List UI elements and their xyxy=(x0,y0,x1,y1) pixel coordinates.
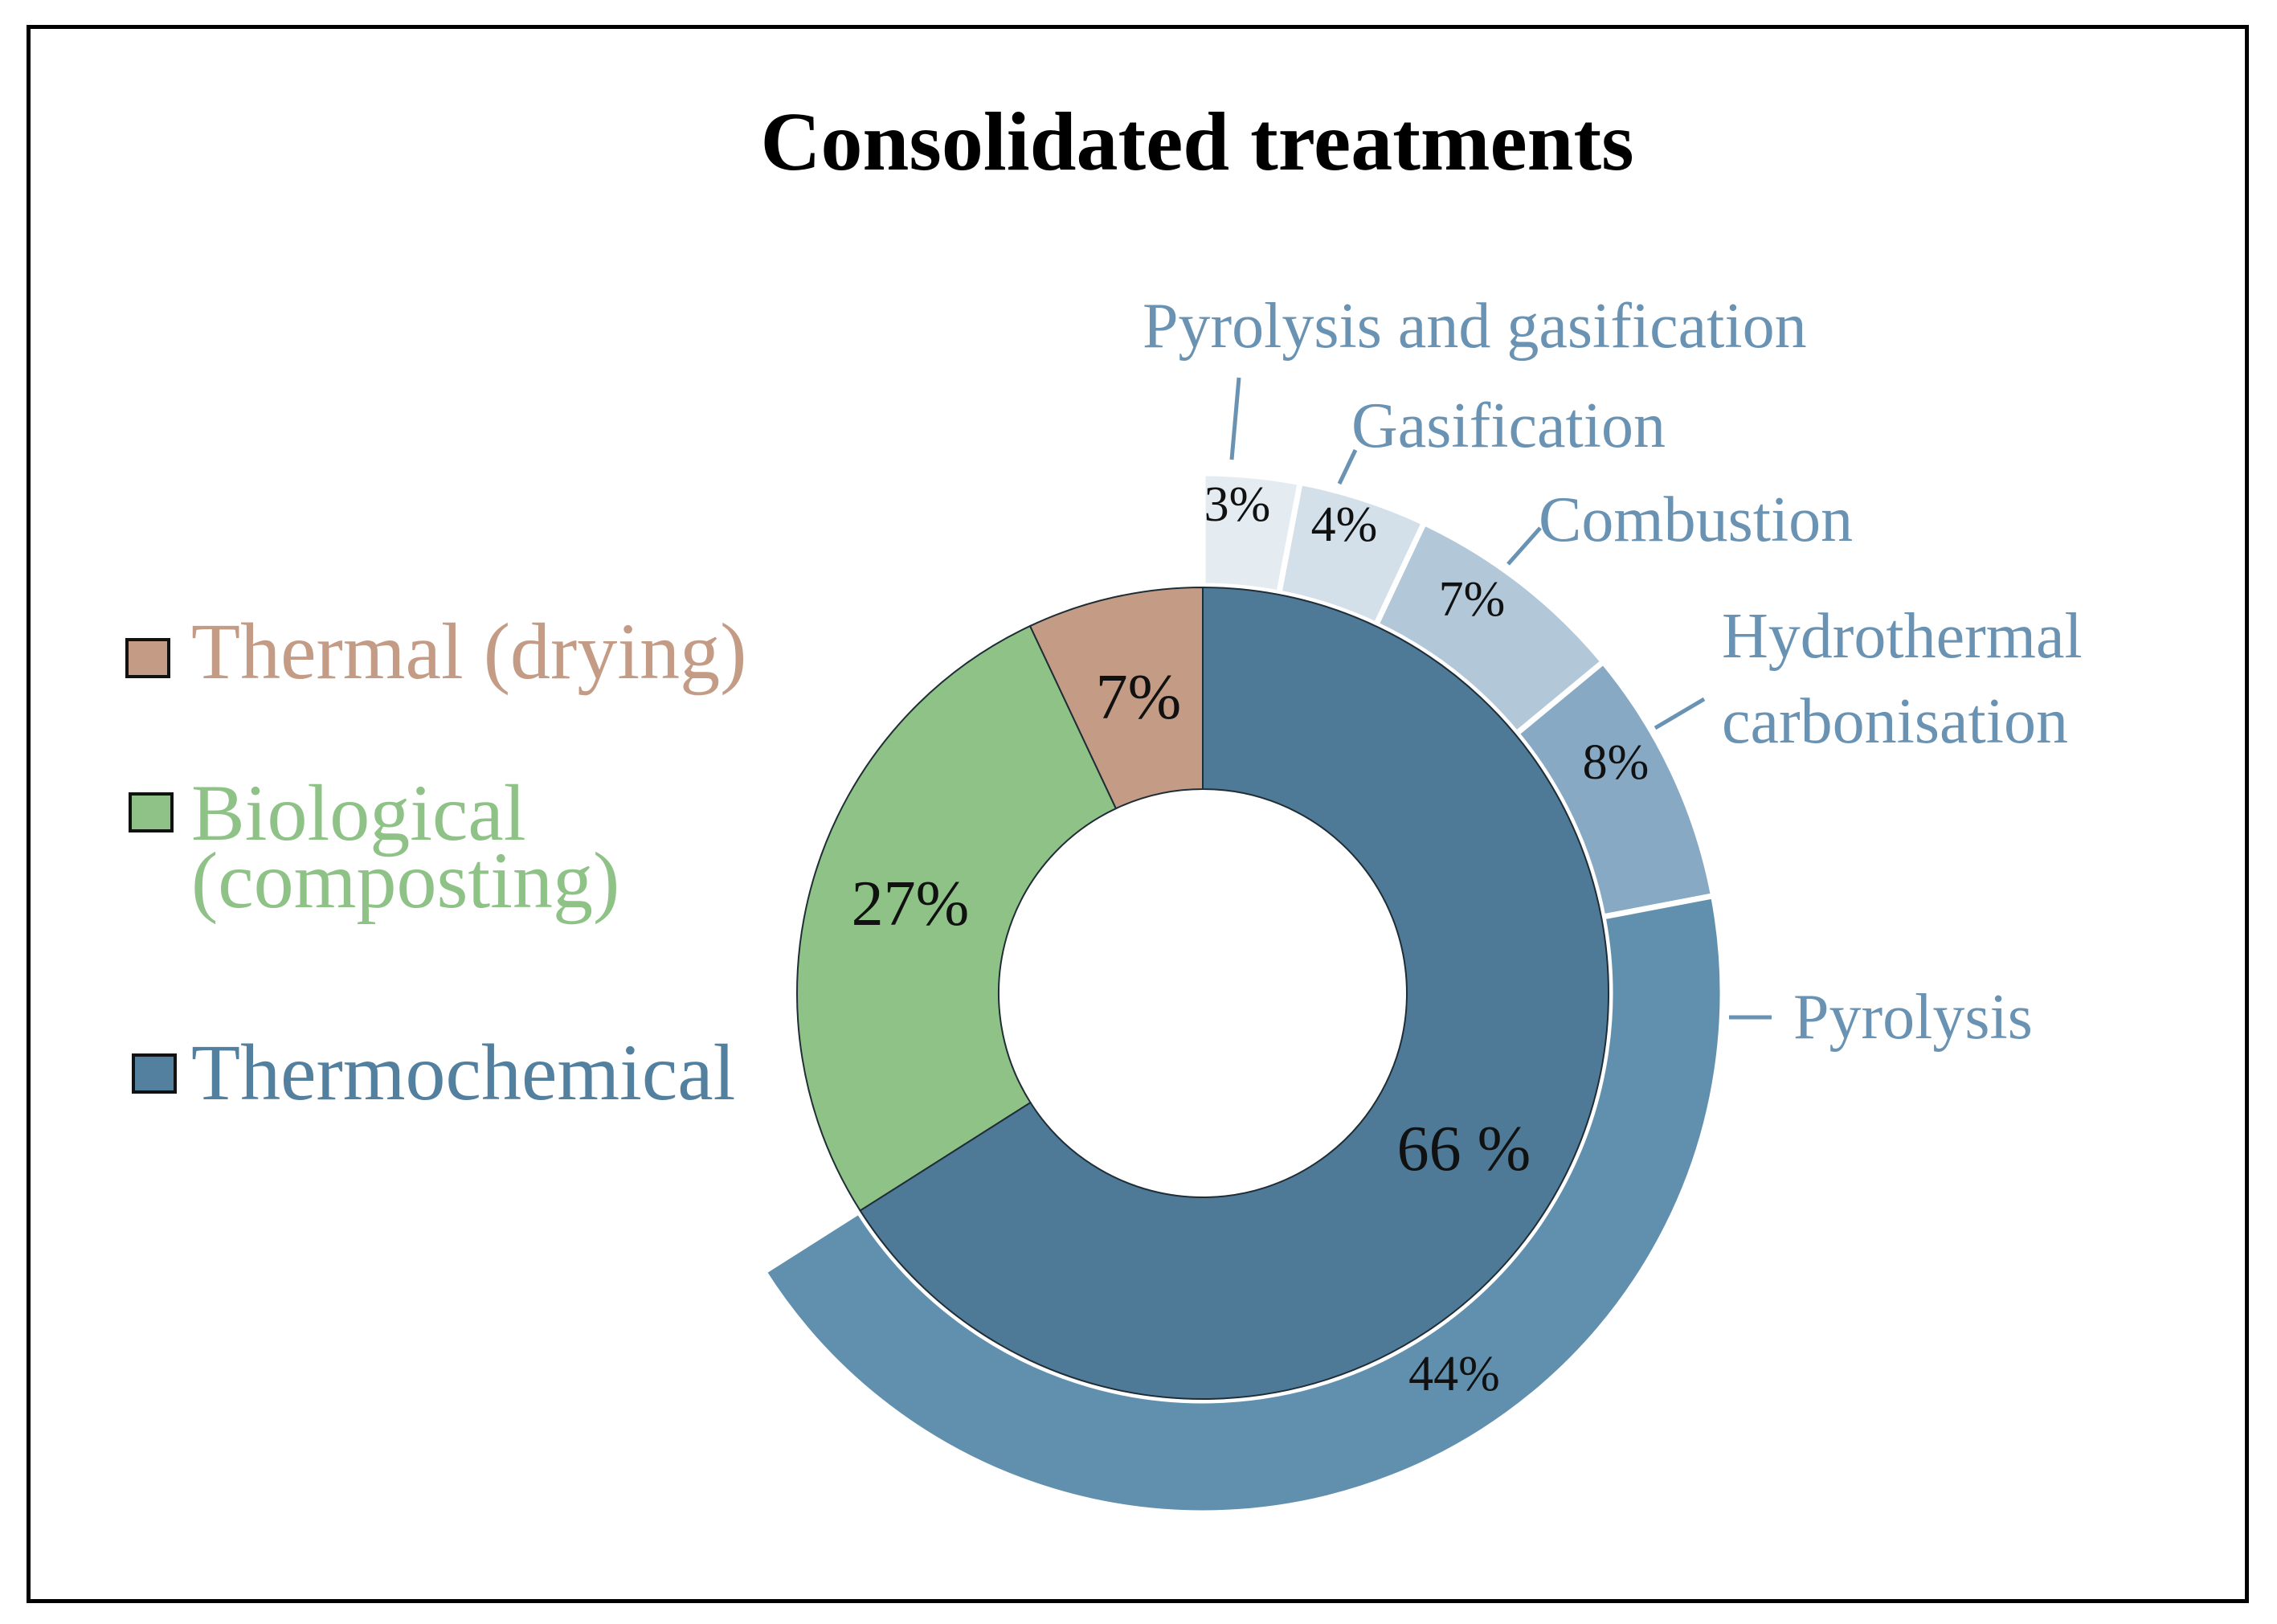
callout-hydrothermal-carbonisation: Hydrothermal carbonisation xyxy=(1722,601,2083,757)
callout-combustion: Combustion xyxy=(1539,485,1853,555)
inner-ring: 7% 27% 66 % xyxy=(796,586,1609,1400)
leader-line-gasification xyxy=(1337,448,1358,485)
callouts: Pyrolysis and gasification Gasification Co… xyxy=(1143,291,2083,1053)
outer-slice-pyrolysis xyxy=(759,892,1726,1516)
leader-line-pyrolysis-and-gasification xyxy=(1229,377,1241,460)
leader-line-hydrothermal-carbonisation xyxy=(1654,697,1706,730)
callout-pyrolysis-and-gasification: Pyrolysis and gasification xyxy=(1143,291,1807,362)
inner-slice-label-thermochemical: 66 % xyxy=(1397,1114,1531,1184)
callout-pyrolysis: Pyrolysis xyxy=(1793,982,2033,1053)
legend-label-biological-composting: Biological (composting) xyxy=(191,768,619,925)
callout-gasification: Gasification xyxy=(1351,391,1666,461)
legend: Thermal (drying) Biological (composting) Th… xyxy=(125,607,746,1117)
inner-slice-thermochemical xyxy=(859,586,1609,1400)
outer-slice-label-pyrolysis-and-gasification: 3% xyxy=(1204,477,1271,532)
legend-swatch-thermochemical xyxy=(132,1053,177,1094)
legend-swatch-biological-composting xyxy=(129,792,174,832)
chart-title: Consolidated treatments xyxy=(760,96,1633,188)
outer-ring: 3% 4% 7% 8% 44% xyxy=(759,470,1726,1516)
inner-slice-biological-composting xyxy=(796,624,1118,1212)
legend-swatch-thermal-drying xyxy=(125,638,170,678)
inner-slice-label-biological-composting: 27% xyxy=(852,869,970,939)
outer-slice-label-pyrolysis: 44% xyxy=(1408,1347,1500,1401)
outer-slice-label-hydrothermal-carbonisation: 8% xyxy=(1583,735,1649,790)
inner-slice-label-thermal-drying: 7% xyxy=(1096,662,1182,733)
legend-label-thermal-drying: Thermal (drying) xyxy=(191,607,746,696)
outer-slice-label-combustion: 7% xyxy=(1439,572,1506,627)
leader-line-combustion xyxy=(1506,526,1542,566)
outer-slice-label-gasification: 4% xyxy=(1311,497,1378,552)
legend-label-thermochemical: Thermochemical xyxy=(191,1028,735,1117)
